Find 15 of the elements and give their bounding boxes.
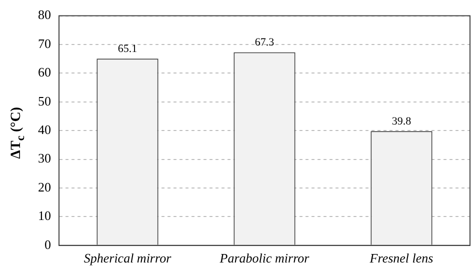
x-tick-label: Spherical mirror xyxy=(84,250,172,266)
y-tick-label: 50 xyxy=(38,93,51,108)
y-tick-label: 60 xyxy=(38,64,51,80)
data-label: 67.3 xyxy=(254,36,275,49)
x-tick-label: Parabolic mirror xyxy=(218,250,310,266)
data-label: 39.8 xyxy=(392,116,412,128)
x-tick-label: Fresnel lens xyxy=(368,250,434,266)
y-tick-label: 30 xyxy=(38,150,51,166)
data-label: 65.1 xyxy=(118,42,138,55)
y-tick-label: 20 xyxy=(38,179,51,194)
y-tick-label: 10 xyxy=(38,208,51,224)
y-tick-label: 0 xyxy=(44,236,51,252)
y-tick-label: 80 xyxy=(38,7,51,22)
y-tick-label: 70 xyxy=(38,36,51,51)
y-tick-label: 40 xyxy=(38,122,51,138)
